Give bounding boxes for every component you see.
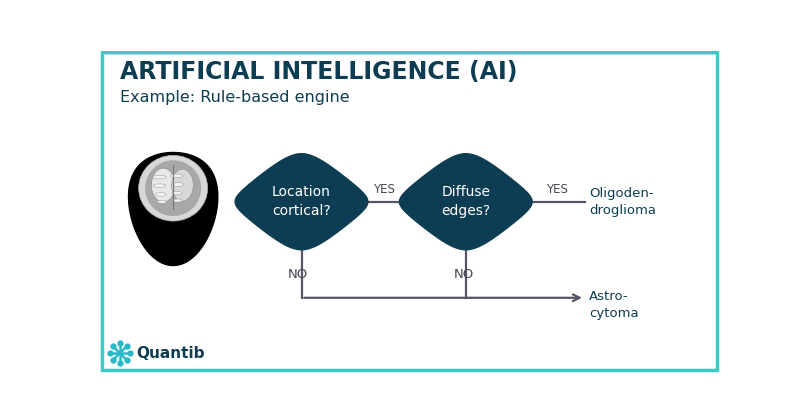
- Text: Astro-
cytoma: Astro- cytoma: [589, 290, 639, 320]
- Text: Example: Rule-based engine: Example: Rule-based engine: [120, 90, 350, 105]
- Text: Quantib: Quantib: [137, 346, 205, 361]
- Text: YES: YES: [373, 183, 394, 196]
- Text: Diffuse
edges?: Diffuse edges?: [442, 185, 490, 218]
- Text: ARTIFICIAL INTELLIGENCE (AI): ARTIFICIAL INTELLIGENCE (AI): [120, 60, 518, 85]
- Ellipse shape: [158, 200, 166, 203]
- Ellipse shape: [155, 192, 166, 196]
- FancyBboxPatch shape: [102, 53, 718, 370]
- Ellipse shape: [154, 184, 166, 188]
- Ellipse shape: [151, 168, 175, 202]
- Polygon shape: [399, 154, 532, 250]
- Ellipse shape: [170, 174, 182, 178]
- Ellipse shape: [138, 155, 208, 221]
- Ellipse shape: [145, 160, 202, 216]
- Text: NO: NO: [454, 268, 474, 281]
- Polygon shape: [129, 153, 218, 266]
- Text: YES: YES: [546, 183, 568, 196]
- Ellipse shape: [173, 183, 184, 186]
- Text: NO: NO: [288, 268, 308, 281]
- Polygon shape: [235, 154, 368, 250]
- Ellipse shape: [172, 191, 182, 195]
- Text: Oligoden-
droglioma: Oligoden- droglioma: [589, 187, 656, 217]
- Ellipse shape: [153, 175, 166, 179]
- Ellipse shape: [172, 169, 194, 201]
- Text: Location
cortical?: Location cortical?: [272, 185, 331, 218]
- Ellipse shape: [173, 199, 182, 202]
